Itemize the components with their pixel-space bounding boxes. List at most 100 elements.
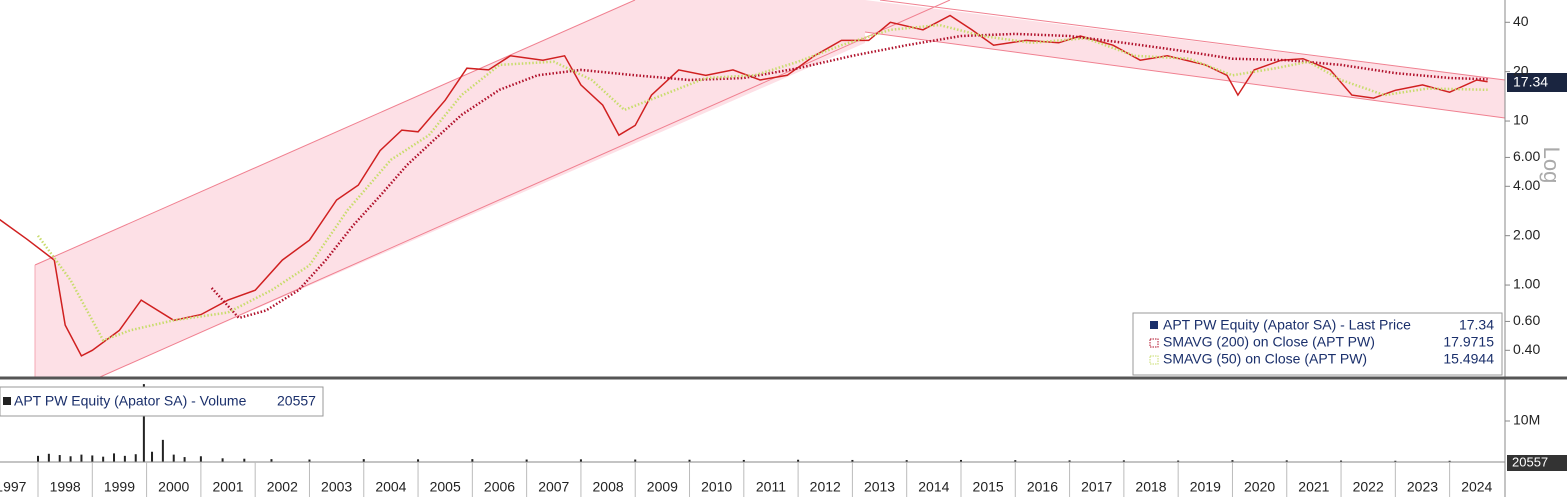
sma-line	[210, 32, 1488, 320]
x-tick-label: 2017	[1081, 479, 1112, 495]
x-tick-label: 2013	[864, 479, 895, 495]
legend-label: APT PW Equity (Apator SA) - Volume	[14, 393, 247, 409]
x-tick-label: 1999	[104, 479, 135, 495]
x-tick-label: 2019	[1190, 479, 1221, 495]
x-tick-label: 2022	[1353, 479, 1384, 495]
legend-value: 17.34	[1459, 317, 1494, 333]
volume-bar	[525, 459, 528, 462]
volume-bar	[471, 459, 474, 462]
x-tick-label: 2002	[267, 479, 298, 495]
volume-bar	[80, 454, 83, 462]
channel-down	[865, 0, 1505, 118]
y-tick-label: 0.60	[1513, 312, 1540, 328]
y-tick-label: 20	[1513, 62, 1529, 78]
volume-bar	[1448, 460, 1451, 462]
legend-label: SMAVG (200) on Close (APT PW)	[1163, 334, 1375, 350]
price-line	[0, 14, 1488, 357]
last-price-tag	[1507, 73, 1567, 92]
volume-bar	[161, 439, 164, 462]
volume-bar	[1394, 460, 1397, 462]
y-tick-label: 4.00	[1513, 177, 1540, 193]
x-tick-label: 2024	[1461, 479, 1492, 495]
volume-bar	[1285, 460, 1288, 462]
legend-label: SMAVG (50) on Close (APT PW)	[1163, 351, 1367, 367]
volume-bar	[1014, 460, 1017, 462]
legend: APT PW Equity (Apator SA) - Last Price S…	[0, 312, 1503, 417]
volume-bar	[102, 456, 105, 462]
volume-bar	[1068, 460, 1071, 462]
volume-bar	[851, 459, 854, 462]
y-tick-label: 0.40	[1513, 341, 1540, 357]
volume-bar	[151, 451, 154, 462]
volume-bar	[113, 453, 116, 462]
volume-bar	[362, 459, 365, 462]
channel-line	[864, 31, 1506, 119]
volume-bar	[1231, 460, 1234, 462]
volume-bar	[243, 458, 246, 462]
volume-bar	[183, 457, 186, 462]
volume-bar	[199, 456, 202, 462]
channel-line	[99, 0, 951, 378]
legend-label: APT PW Equity (Apator SA) - Last Price	[1163, 317, 1411, 333]
volume-bar	[634, 459, 637, 462]
x-tick-label: 2012	[810, 479, 841, 495]
volume-bar	[417, 459, 420, 462]
sma-line	[36, 23, 1488, 342]
volume-bar	[123, 455, 126, 462]
x-tick-label: 2005	[430, 479, 461, 495]
volume-bar	[742, 459, 745, 462]
x-tick-label: 2011	[756, 479, 786, 495]
volume-bar	[1177, 460, 1180, 462]
legend-box	[1132, 312, 1503, 376]
x-tick-label: 2001	[212, 479, 243, 495]
x-tick-label: 2006	[484, 479, 515, 495]
volume-bar	[221, 458, 224, 462]
y-tick-label: 2.00	[1513, 226, 1540, 242]
volume-bar	[688, 459, 691, 462]
legend-value: 20557	[277, 393, 316, 409]
legend-swatch	[1149, 355, 1159, 365]
y-tick-label: 40	[1513, 13, 1529, 29]
legend-value: 15.4944	[1443, 351, 1494, 367]
legend-swatch	[3, 397, 11, 405]
x-tick-label: 2010	[701, 479, 732, 495]
legend-value: 17.9715	[1443, 334, 1494, 350]
legend-swatch	[1149, 338, 1159, 348]
volume-bar	[58, 455, 61, 462]
volume-bar	[134, 454, 137, 462]
x-tick-label: 2021	[1298, 479, 1329, 495]
volume-bar	[959, 459, 962, 462]
volume-bar	[270, 459, 273, 462]
channel-up	[35, 0, 865, 377]
channel-line	[34, 0, 636, 266]
x-tick-label: 2018	[1135, 479, 1166, 495]
volume-bar	[142, 384, 145, 462]
volume-bar	[47, 453, 50, 462]
volume-bar	[91, 455, 94, 462]
y-tick-label: 1.00	[1513, 276, 1540, 292]
x-tick-label: 2008	[593, 479, 624, 495]
y-tick-label: 10M	[1513, 412, 1540, 428]
plot	[0, 14, 1488, 462]
volume-bar	[1122, 460, 1125, 462]
legend-swatch	[1150, 321, 1158, 329]
volume-tag	[1507, 455, 1567, 471]
legend-box	[0, 386, 324, 417]
x-tick-label: 2015	[973, 479, 1004, 495]
x-tick-label: 1997	[0, 479, 27, 495]
x-tick-label: 2004	[375, 479, 406, 495]
x-tick-label: 2016	[1027, 479, 1058, 495]
x-tick-label: 2000	[158, 479, 189, 495]
volume-bar	[172, 454, 175, 462]
scale-label: Log	[1539, 147, 1564, 184]
x-tick-label: 1998	[50, 479, 81, 495]
volume-bar	[579, 459, 582, 462]
volume-bar	[1340, 460, 1343, 462]
x-tick-label: 2003	[321, 479, 352, 495]
volume-bar	[797, 459, 800, 462]
channel-line	[879, 0, 1506, 81]
last-price-label: 17.34	[1513, 74, 1548, 90]
x-tick-label: 2023	[1407, 479, 1438, 495]
volume-bar	[37, 455, 40, 462]
volume-tag-label: 20557	[1512, 454, 1548, 469]
